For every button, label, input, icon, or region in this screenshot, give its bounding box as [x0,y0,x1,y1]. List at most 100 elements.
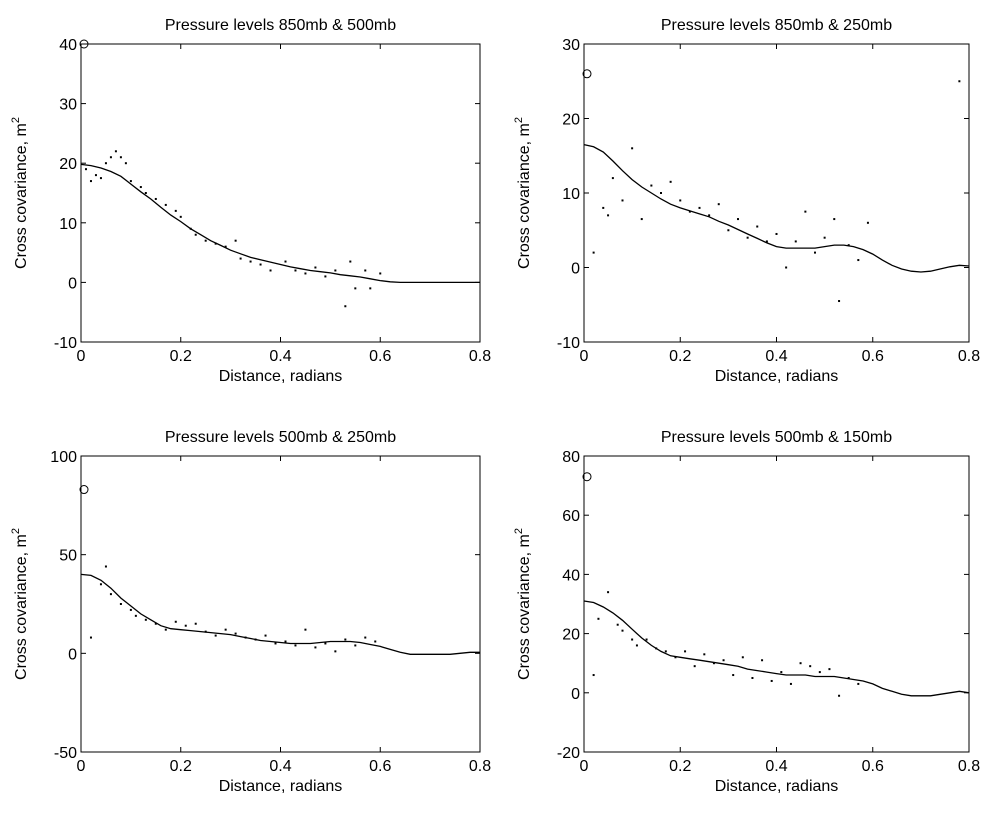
data-point [304,272,307,275]
data-point [857,682,860,685]
data-point [364,269,367,272]
x-tick-label: 0 [580,758,589,775]
data-point [314,646,317,649]
data-point [344,305,347,308]
data-point [164,203,167,206]
data-point [857,259,860,262]
data-point [194,233,197,236]
x-tick-label: 0 [77,348,86,365]
plot-frame [80,43,481,343]
data-point [789,682,792,685]
data-point [379,272,382,275]
data-point [259,263,262,266]
x-axis-label: Distance, radians [219,778,343,795]
x-tick-label: 0.2 [669,758,691,775]
y-tick-label: 50 [59,548,77,565]
data-point [958,80,961,83]
data-point [703,653,706,656]
data-point [631,638,634,641]
data-point [144,192,147,194]
y-tick-label: 20 [562,112,580,129]
plot-frame [583,455,970,753]
data-point [154,197,157,200]
data-point [664,650,667,653]
data-point [109,156,112,159]
data-point [669,180,672,183]
subplot-4: Pressure levels 500mb & 150mb 0 0.2 0.4 0.6 0… [513,429,980,795]
y-axis-label: Cross covariance, m2 [513,528,533,680]
x-tick-label: 0.6 [862,758,884,775]
data-point [732,674,735,677]
data-point [94,174,97,177]
x-tick-label: 0.4 [269,348,291,365]
data-point [89,636,92,639]
data-point [364,636,367,639]
data-point [99,177,102,180]
data-point [597,617,600,620]
data-point [785,266,788,269]
x-tick-label: 0 [77,758,86,775]
subplot-2: Pressure levels 850mb & 250mb 0 0.2 0.4 0.6 0… [513,17,980,385]
data-point [129,608,132,611]
data-point [194,622,197,625]
y-tick-label: 80 [562,449,580,466]
data-point [621,629,624,632]
x-tick-label: 0 [580,348,589,365]
data-point [334,650,337,653]
data-point [334,269,337,272]
data-point [349,260,352,263]
data-point [635,644,638,647]
y-tick-label: 100 [50,449,77,466]
data-point [119,603,122,605]
y-tick-label: 30 [59,97,77,114]
data-point [679,199,682,202]
data-point [254,638,257,641]
data-point [109,593,112,596]
data-point [727,229,730,232]
data-point [631,147,634,150]
y-tick-label: 10 [562,186,580,203]
data-point [775,232,778,235]
data-point [823,236,826,239]
x-tick-label: 0.4 [765,348,787,365]
zero-distance-marker [582,472,592,482]
data-point [184,624,187,627]
data-point [684,650,687,653]
data-point [174,209,177,212]
data-point [249,260,252,263]
y-tick-label: 40 [562,567,580,584]
zero-distance-marker [79,39,89,49]
y-tick-label: -10 [54,335,77,352]
data-point [780,671,783,674]
x-tick-label: 0.4 [269,758,291,775]
data-point [693,665,696,668]
data-point [129,180,132,183]
data-point [640,218,643,221]
data-point [621,199,624,202]
data-point [189,227,192,230]
data-point [284,260,287,263]
x-tick-label: 0.6 [862,348,884,365]
data-point [712,662,715,665]
y-axis-label-superscript: 2 [10,117,22,123]
data-point [124,162,127,165]
x-tick-label: 0.2 [170,348,192,365]
data-point [833,218,836,221]
data-point [866,221,869,224]
data-point [369,287,372,290]
y-axis-label: Cross covariance, m2 [10,117,30,269]
fit-line [583,600,970,697]
y-tick-label: -10 [557,335,580,352]
x-tick-label: 0.8 [469,348,491,365]
data-point [244,636,247,639]
plot-frame [583,43,970,343]
y-axis-label-text: Cross covariance, m [516,534,533,680]
y-tick-label: 40 [59,37,77,54]
plot-title: Pressure levels 850mb & 250mb [661,17,892,34]
y-tick-label: 0 [571,686,580,703]
data-point [592,251,595,254]
data-point [324,642,327,645]
data-point [294,644,297,647]
data-point [354,644,357,647]
